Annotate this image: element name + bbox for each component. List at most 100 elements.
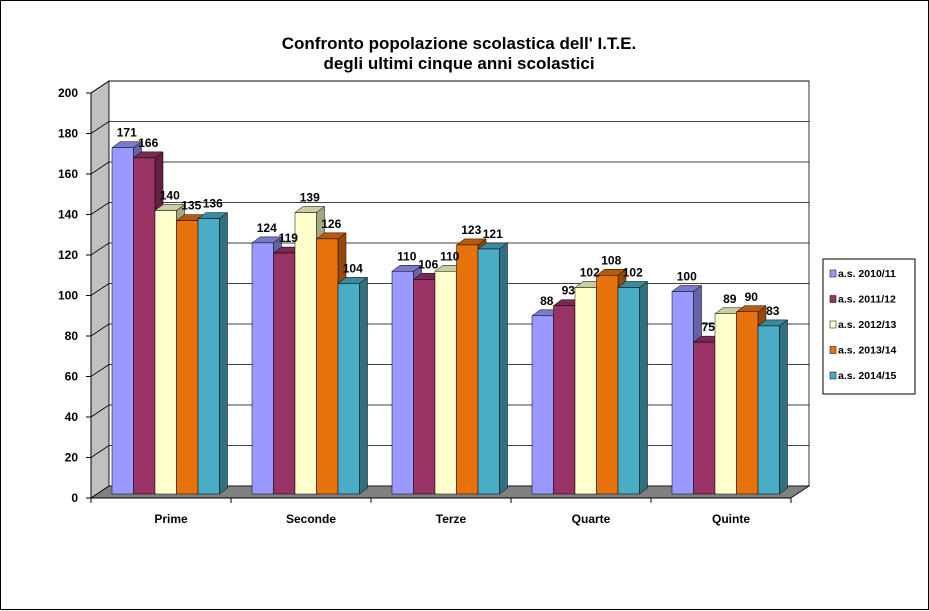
data-label: 119 bbox=[279, 231, 299, 245]
x-tick-label: Quarte bbox=[572, 512, 611, 526]
y-tick-label: 0 bbox=[71, 491, 78, 505]
bar bbox=[477, 248, 500, 495]
bar-group-terze bbox=[391, 238, 509, 495]
gridline-side bbox=[90, 202, 110, 215]
legend-swatch bbox=[829, 295, 837, 303]
bar bbox=[337, 283, 360, 495]
bar bbox=[736, 311, 759, 495]
data-label: 140 bbox=[160, 189, 180, 203]
bar bbox=[671, 291, 694, 495]
bar bbox=[391, 271, 414, 495]
data-label: 93 bbox=[562, 284, 576, 298]
bar bbox=[413, 279, 436, 495]
data-label: 89 bbox=[723, 292, 737, 306]
data-label: 110 bbox=[440, 249, 460, 263]
data-label: 126 bbox=[321, 217, 341, 231]
data-label: 110 bbox=[397, 249, 417, 263]
gridline-side bbox=[90, 283, 110, 296]
bar bbox=[456, 244, 479, 495]
data-label: 88 bbox=[540, 294, 554, 308]
y-tick-label: 60 bbox=[65, 370, 79, 384]
legend-label: a.s. 2013/14 bbox=[838, 345, 897, 357]
chart-title-line2: degli ultimi cinque anni scolastici bbox=[323, 54, 594, 73]
bar bbox=[176, 220, 199, 495]
bar bbox=[197, 218, 220, 495]
data-label: 139 bbox=[300, 191, 320, 205]
data-label: 123 bbox=[461, 223, 481, 237]
bar bbox=[757, 325, 780, 495]
legend-box bbox=[822, 258, 916, 395]
bar-group-quinte bbox=[671, 285, 789, 495]
legend-label: a.s. 2011/12 bbox=[838, 294, 896, 306]
y-tick-label: 140 bbox=[58, 208, 78, 222]
legend-swatch bbox=[829, 320, 837, 329]
bar bbox=[596, 275, 619, 495]
x-tick-label: Seconde bbox=[286, 512, 336, 526]
bar-side bbox=[359, 276, 368, 495]
data-label: 102 bbox=[580, 265, 600, 279]
data-label: 121 bbox=[483, 227, 503, 241]
data-label: 104 bbox=[343, 261, 363, 275]
legend-swatch bbox=[829, 269, 837, 278]
data-label: 75 bbox=[702, 320, 716, 334]
legend-label: a.s. 2014/15 bbox=[838, 370, 897, 382]
bar bbox=[273, 252, 296, 495]
x-tick-label: Prime bbox=[154, 512, 188, 526]
bar-side bbox=[219, 212, 228, 495]
bar-side bbox=[779, 319, 788, 495]
data-label: 135 bbox=[181, 199, 201, 213]
chart-title-line1: Confronto popolazione scolastica dell' I… bbox=[282, 34, 636, 53]
y-tick-label: 200 bbox=[58, 86, 78, 100]
gridline-side bbox=[90, 242, 110, 256]
y-tick-label: 20 bbox=[65, 451, 79, 465]
y-tick-label: 80 bbox=[65, 329, 79, 343]
data-label: 106 bbox=[418, 257, 438, 271]
bar bbox=[574, 287, 597, 495]
bar bbox=[294, 212, 317, 495]
bar-side bbox=[639, 280, 648, 495]
legend: a.s. 2010/11 a.s. 2011/12 a.s. 2012/13 a.s.… bbox=[822, 258, 916, 395]
bar bbox=[316, 238, 339, 495]
x-tick-label: Terze bbox=[436, 512, 467, 526]
bar bbox=[617, 287, 640, 495]
bar bbox=[133, 157, 156, 495]
bar-group-prime bbox=[111, 141, 229, 495]
bar bbox=[714, 313, 737, 495]
data-label: 90 bbox=[745, 290, 759, 304]
bar bbox=[251, 242, 274, 495]
y-tick-label: 120 bbox=[58, 248, 78, 262]
bar bbox=[531, 315, 554, 495]
bar-group-seconde bbox=[251, 206, 369, 495]
bar bbox=[434, 271, 457, 495]
y-tick-label: 160 bbox=[58, 167, 78, 181]
bar bbox=[154, 210, 177, 495]
data-label: 124 bbox=[257, 221, 277, 235]
gridline-side bbox=[90, 404, 110, 418]
gridline-side bbox=[90, 80, 110, 94]
legend-swatch bbox=[829, 371, 837, 380]
data-label: 102 bbox=[623, 265, 643, 279]
bar-side bbox=[499, 242, 508, 495]
data-label: 100 bbox=[677, 270, 697, 284]
data-label: 108 bbox=[601, 253, 621, 267]
gridline-side bbox=[90, 364, 110, 377]
data-label: 171 bbox=[117, 126, 137, 140]
gridline-side bbox=[90, 121, 110, 134]
data-label: 83 bbox=[766, 304, 780, 318]
gridline-side bbox=[90, 323, 110, 337]
legend-swatch bbox=[829, 346, 837, 354]
bar bbox=[111, 147, 134, 495]
bar bbox=[553, 305, 576, 495]
legend-label: a.s. 2010/11 bbox=[838, 268, 896, 280]
legend-label: a.s. 2012/13 bbox=[838, 319, 897, 331]
y-tick-label: 40 bbox=[65, 410, 79, 424]
y-tick-label: 180 bbox=[58, 127, 78, 141]
bar-group-quarte bbox=[531, 268, 649, 495]
bar bbox=[693, 341, 716, 495]
gridline-side bbox=[90, 161, 110, 175]
y-tick-label: 100 bbox=[58, 289, 78, 303]
data-label: 166 bbox=[138, 136, 158, 150]
x-tick-label: Quinte bbox=[712, 512, 750, 526]
